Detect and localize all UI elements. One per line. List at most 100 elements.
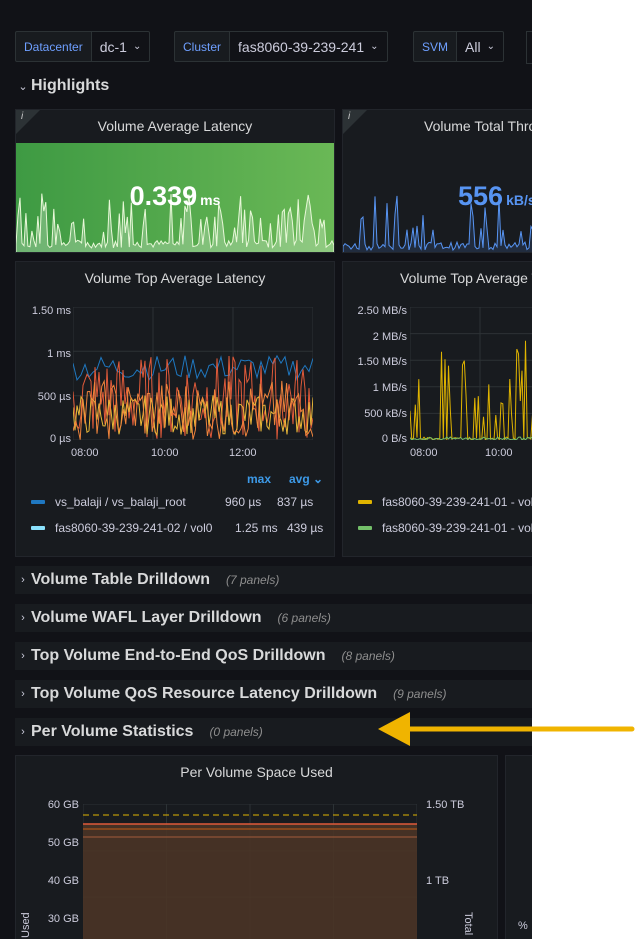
row-title: Per Volume Statistics: [31, 723, 194, 740]
legend-swatch: [358, 526, 372, 530]
throughput-plot: [410, 307, 532, 440]
y-tick-right: 1 TB: [426, 875, 450, 887]
chevron-down-icon: ⌄: [370, 41, 379, 52]
svm-label: SVM: [413, 31, 458, 62]
info-icon: i: [348, 111, 351, 122]
chevron-down-icon: ⌄: [486, 41, 495, 52]
legend-header-avg[interactable]: avg ⌄: [289, 472, 324, 486]
info-icon: i: [21, 111, 24, 122]
chevron-right-icon: ›: [21, 612, 25, 624]
chevron-down-icon: ⌄: [313, 472, 324, 486]
chevron-right-icon: ›: [21, 688, 25, 700]
legend-name: fas8060-39-239-241-01 - vol: [382, 521, 532, 535]
y-tick: 1.50 ms: [31, 305, 71, 317]
cluster-variable[interactable]: Cluster fas8060-39-239-241 ⌄: [174, 31, 388, 62]
legend-name: fas8060-39-239-241-01 - vol: [382, 495, 532, 509]
svm-value: All: [465, 38, 481, 55]
next-variable-edge[interactable]: [526, 31, 532, 64]
latency-plot: [73, 307, 313, 440]
x-tick: 10:00: [151, 447, 179, 459]
row-volume-table-drilldown[interactable]: › Volume Table Drilldown (7 panels): [15, 566, 532, 594]
row-top-volume-qos-resource-latency[interactable]: › Top Volume QoS Resource Latency Drilld…: [15, 680, 532, 708]
panel-title: Volume Total Throughput: [424, 118, 532, 134]
chevron-down-icon: ⌄: [18, 80, 28, 93]
row-volume-wafl-layer-drilldown[interactable]: › Volume WAFL Layer Drilldown (6 panels): [15, 604, 532, 632]
panel-title: Volume Top Average Throughput: [400, 270, 532, 286]
x-tick: 08:00: [71, 447, 99, 459]
annotation-arrow: [378, 712, 635, 746]
y-tick: 0 B/s: [381, 433, 407, 445]
y-tick-right: 1.50 TB: [426, 799, 465, 811]
row-title: Volume WAFL Layer Drilldown: [31, 609, 262, 626]
cluster-label: Cluster: [174, 31, 231, 62]
panel-count: (6 panels): [277, 611, 331, 625]
legend-header-max[interactable]: max: [247, 472, 272, 486]
row-top-volume-qos-drilldown[interactable]: › Top Volume End-to-End QoS Drilldown (8…: [15, 642, 532, 670]
chevron-down-icon: ⌄: [132, 41, 142, 52]
chevron-right-icon: ›: [21, 574, 25, 586]
y-axis-label-right: Total: [462, 912, 474, 936]
legend-swatch: [31, 500, 45, 504]
panel-count: (9 panels): [393, 687, 447, 701]
info-corner[interactable]: i: [16, 110, 40, 134]
datacenter-variable[interactable]: Datacenter dc-1 ⌄: [15, 31, 151, 62]
legend-max: 960 µs: [225, 495, 262, 509]
datacenter-select[interactable]: dc-1 ⌄: [91, 31, 151, 62]
legend-item[interactable]: fas8060-39-239-241-01 - vol: [358, 521, 532, 535]
row-highlights[interactable]: ⌄ Highlights: [15, 72, 532, 100]
y-tick: 500 kB/s: [364, 408, 407, 420]
space-plot: [83, 804, 417, 939]
y-tick: 1 ms: [47, 348, 71, 360]
sparkline: [343, 195, 532, 252]
y-tick: 30 GB: [47, 913, 79, 925]
panel-per-volume-space-used[interactable]: Per Volume Space Used 60 GB 50 GB 40 GB …: [15, 755, 498, 939]
legend-swatch: [358, 500, 372, 504]
panel-volume-top-average-throughput[interactable]: Volume Top Average Throughput 2.50 MB/s …: [342, 261, 532, 557]
panel-title: Volume Top Average Latency: [84, 270, 266, 286]
y-tick: 500 µs: [37, 391, 71, 403]
panel-title: Volume Average Latency: [97, 118, 253, 134]
y-tick: 40 GB: [47, 875, 79, 887]
panel-count: (8 panels): [341, 649, 395, 663]
row-title: Volume Table Drilldown: [31, 571, 210, 588]
info-corner[interactable]: i: [343, 110, 367, 134]
x-tick: 12:00: [229, 447, 257, 459]
datacenter-label: Datacenter: [15, 31, 92, 62]
row-per-volume-statistics[interactable]: › Per Volume Statistics (0 panels): [15, 718, 532, 746]
y-tick: 1 MB/s: [372, 382, 407, 394]
legend-avg: 439 µs: [287, 521, 324, 535]
panel-volume-average-latency[interactable]: i Volume Average Latency 0.339 ms: [15, 109, 335, 253]
panel-edge[interactable]: %: [505, 755, 532, 939]
legend-max: 1.25 ms: [235, 521, 278, 535]
panel-volume-top-average-latency[interactable]: Volume Top Average Latency 1.50 ms 1 ms …: [15, 261, 335, 557]
legend-item[interactable]: fas8060-39-239-241-02 / vol0 1.25 ms 439…: [31, 521, 323, 535]
panel-title: Per Volume Space Used: [180, 764, 333, 780]
y-tick: 0 µs: [49, 433, 71, 445]
cluster-value: fas8060-39-239-241: [238, 38, 365, 55]
y-tick: 50 GB: [47, 837, 79, 849]
row-title: Highlights: [31, 77, 110, 94]
y-axis-label: Used: [20, 912, 32, 938]
y-tick: 2.50 MB/s: [357, 305, 407, 317]
panel-count: (7 panels): [225, 573, 280, 587]
sparkline: [16, 193, 334, 252]
y-tick: 60 GB: [47, 799, 79, 811]
legend-item[interactable]: vs_balaji / vs_balaji_root 960 µs 837 µs: [31, 495, 313, 509]
x-tick: 10:00: [485, 447, 513, 459]
x-tick: 08:00: [410, 447, 438, 459]
cluster-select[interactable]: fas8060-39-239-241 ⌄: [230, 31, 388, 62]
svm-select[interactable]: All ⌄: [457, 31, 504, 62]
legend-swatch: [31, 526, 45, 530]
legend-item[interactable]: fas8060-39-239-241-01 - vol: [358, 495, 532, 509]
grafana-dashboard: Datacenter dc-1 ⌄ Cluster fas8060-39-239-…: [0, 0, 532, 939]
svm-variable[interactable]: SVM All ⌄: [413, 31, 504, 62]
legend-name: fas8060-39-239-241-02 / vol0: [55, 521, 213, 535]
chevron-right-icon: ›: [21, 650, 25, 662]
y-tick: 2 MB/s: [372, 331, 407, 343]
datacenter-value: dc-1: [99, 38, 127, 55]
legend-avg: 837 µs: [277, 495, 314, 509]
y-tick: 1.50 MB/s: [357, 356, 407, 368]
legend-name: vs_balaji / vs_balaji_root: [55, 495, 186, 509]
